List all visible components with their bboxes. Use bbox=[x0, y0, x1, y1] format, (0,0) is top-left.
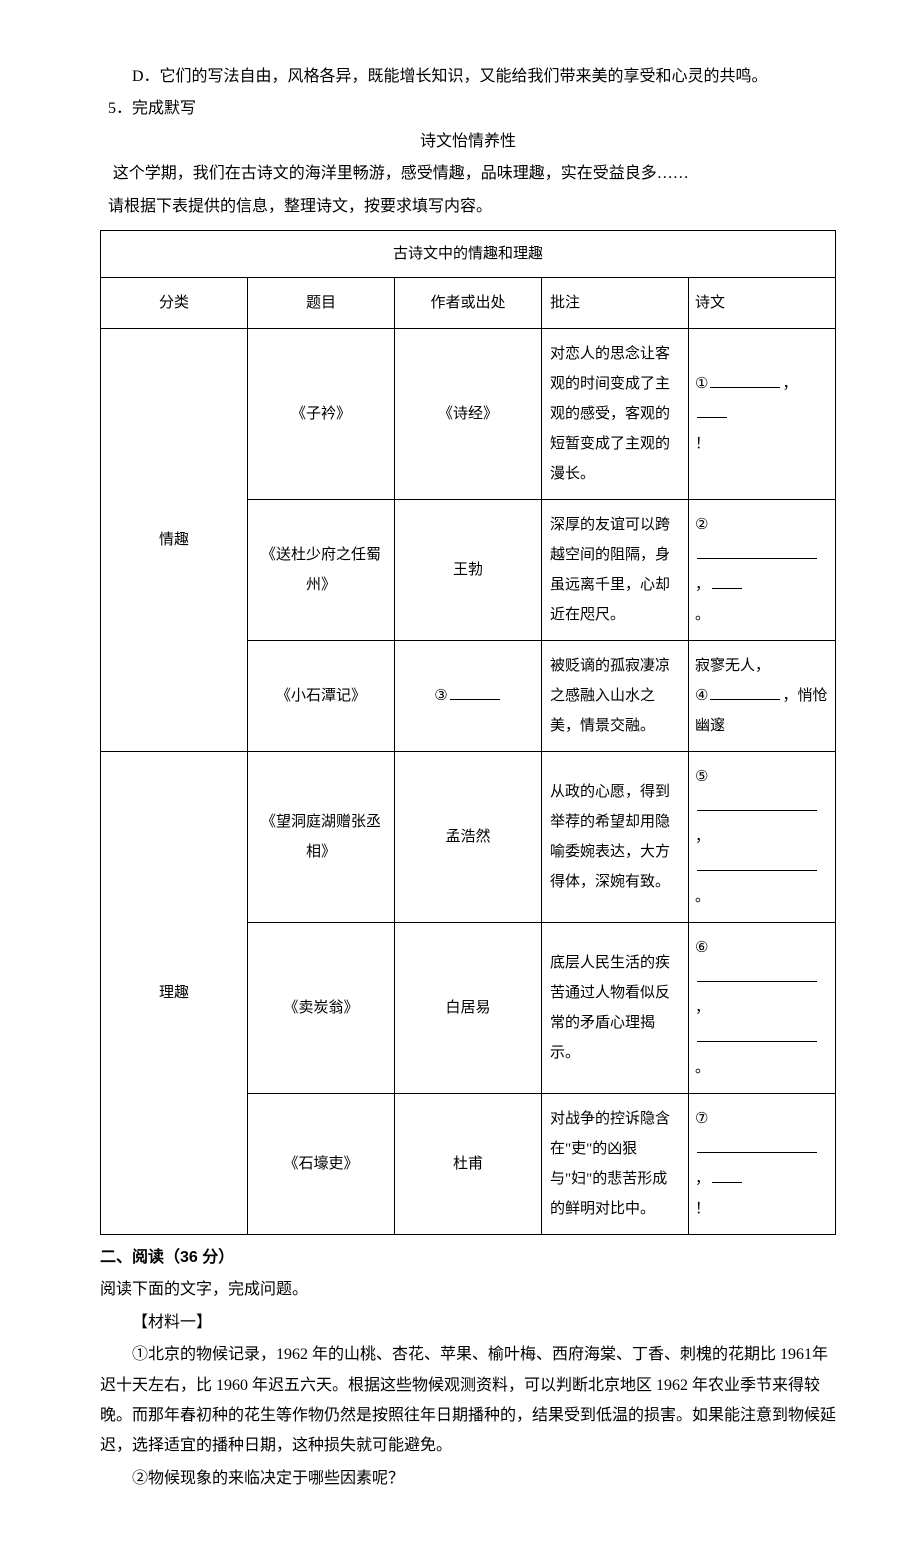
tail-punct: 。 bbox=[695, 889, 710, 905]
row-poem: ②，。 bbox=[689, 499, 836, 640]
row-title: 《送杜少府之任蜀州》 bbox=[248, 499, 395, 640]
fill-blank[interactable] bbox=[697, 794, 817, 811]
poem-table: 古诗文中的情趣和理趣 分类 题目 作者或出处 批注 诗文 情趣 《子衿》 《诗经… bbox=[100, 230, 836, 1235]
table-caption-row: 古诗文中的情趣和理趣 bbox=[101, 230, 836, 277]
category-qingqu: 情趣 bbox=[101, 328, 248, 751]
row-title: 《石壕吏》 bbox=[248, 1093, 395, 1234]
table-row: 理趣 《望洞庭湖赠张丞相》 孟浩然 从政的心愿，得到举荐的希望却用隐喻委婉表达，… bbox=[101, 751, 836, 922]
blank-number: ④ bbox=[695, 681, 708, 711]
fill-blank[interactable] bbox=[697, 965, 817, 982]
table-header-row: 分类 题目 作者或出处 批注 诗文 bbox=[101, 277, 836, 328]
intro-line-1: 这个学期，我们在古诗文的海洋里畅游，感受情趣，品味理趣，实在受益良多…… bbox=[100, 159, 836, 189]
header-poem: 诗文 bbox=[689, 277, 836, 328]
row-author: 王勃 bbox=[395, 499, 542, 640]
blank-number: ② bbox=[695, 510, 708, 540]
fill-blank[interactable] bbox=[710, 371, 780, 388]
poem-section-title: 诗文怡情养性 bbox=[100, 127, 836, 157]
blank-number: ③ bbox=[434, 681, 447, 711]
blank-number: ⑦ bbox=[695, 1104, 708, 1134]
header-category: 分类 bbox=[101, 277, 248, 328]
header-title: 题目 bbox=[248, 277, 395, 328]
fill-blank[interactable] bbox=[710, 683, 780, 700]
option-d: D．它们的写法自由，风格各异，既能增长知识，又能给我们带来美的享受和心灵的共鸣。 bbox=[100, 62, 836, 92]
fill-blank[interactable] bbox=[697, 854, 817, 871]
row-author: 孟浩然 bbox=[395, 751, 542, 922]
category-liqu: 理趣 bbox=[101, 751, 248, 1234]
paragraph-2: ②物候现象的来临决定于哪些因素呢？ bbox=[100, 1464, 836, 1494]
tail-punct: ！ bbox=[695, 436, 710, 452]
row-author: 《诗经》 bbox=[395, 328, 542, 499]
tail-punct: 。 bbox=[695, 1060, 710, 1076]
table-caption: 古诗文中的情趣和理趣 bbox=[101, 230, 836, 277]
row-note: 从政的心愿，得到举荐的希望却用隐喻委婉表达，大方得体，深婉有致。 bbox=[542, 751, 689, 922]
row-poem: ⑦，！ bbox=[689, 1093, 836, 1234]
row-title: 《小石潭记》 bbox=[248, 640, 395, 751]
fill-blank[interactable] bbox=[697, 401, 727, 418]
row-note: 对恋人的思念让客观的时间变成了主观的感受，客观的短暂变成了主观的漫长。 bbox=[542, 328, 689, 499]
row-note: 底层人民生活的疾苦通过人物看似反常的矛盾心理揭示。 bbox=[542, 922, 689, 1093]
fill-blank[interactable] bbox=[697, 1136, 817, 1153]
row-author: 白居易 bbox=[395, 922, 542, 1093]
table-row: 情趣 《子衿》 《诗经》 对恋人的思念让客观的时间变成了主观的感受，客观的短暂变… bbox=[101, 328, 836, 499]
row-author: ③ bbox=[395, 640, 542, 751]
paragraph-1: ①北京的物候记录，1962 年的山桃、杏花、苹果、榆叶梅、西府海棠、丁香、刺槐的… bbox=[100, 1340, 836, 1462]
question-5: 5．完成默写 bbox=[100, 94, 836, 124]
fill-blank[interactable] bbox=[697, 542, 817, 559]
row-title: 《子衿》 bbox=[248, 328, 395, 499]
section-2-intro: 阅读下面的文字，完成问题。 bbox=[100, 1275, 836, 1305]
row-poem: ①，！ bbox=[689, 328, 836, 499]
intro-line-2: 请根据下表提供的信息，整理诗文，按要求填写内容。 bbox=[100, 192, 836, 222]
poem-prefix: 寂寥无人， bbox=[695, 658, 770, 674]
fill-blank[interactable] bbox=[697, 1025, 817, 1042]
row-title: 《卖炭翁》 bbox=[248, 922, 395, 1093]
row-author: 杜甫 bbox=[395, 1093, 542, 1234]
header-note: 批注 bbox=[542, 277, 689, 328]
row-note: 被贬谪的孤寂凄凉之感融入山水之美，情景交融。 bbox=[542, 640, 689, 751]
fill-blank[interactable] bbox=[450, 683, 500, 700]
row-poem: ⑥， 。 bbox=[689, 922, 836, 1093]
section-2-title: 二、阅读（36 分） bbox=[100, 1243, 836, 1273]
tail-punct: ！ bbox=[695, 1201, 710, 1217]
fill-blank[interactable] bbox=[712, 572, 742, 589]
header-author: 作者或出处 bbox=[395, 277, 542, 328]
blank-number: ⑥ bbox=[695, 933, 708, 963]
tail-punct: 。 bbox=[695, 607, 710, 623]
fill-blank[interactable] bbox=[712, 1166, 742, 1183]
row-poem: 寂寥无人， ④，悄怆幽邃 bbox=[689, 640, 836, 751]
blank-number: ⑤ bbox=[695, 762, 708, 792]
material-1-label: 【材料一】 bbox=[100, 1308, 836, 1338]
row-title: 《望洞庭湖赠张丞相》 bbox=[248, 751, 395, 922]
row-poem: ⑤， 。 bbox=[689, 751, 836, 922]
blank-number: ① bbox=[695, 369, 708, 399]
row-note: 对战争的控诉隐含在"吏"的凶狠与"妇"的悲苦形成的鲜明对比中。 bbox=[542, 1093, 689, 1234]
row-note: 深厚的友谊可以跨越空间的阻隔，身虽远离千里，心却近在咫尺。 bbox=[542, 499, 689, 640]
